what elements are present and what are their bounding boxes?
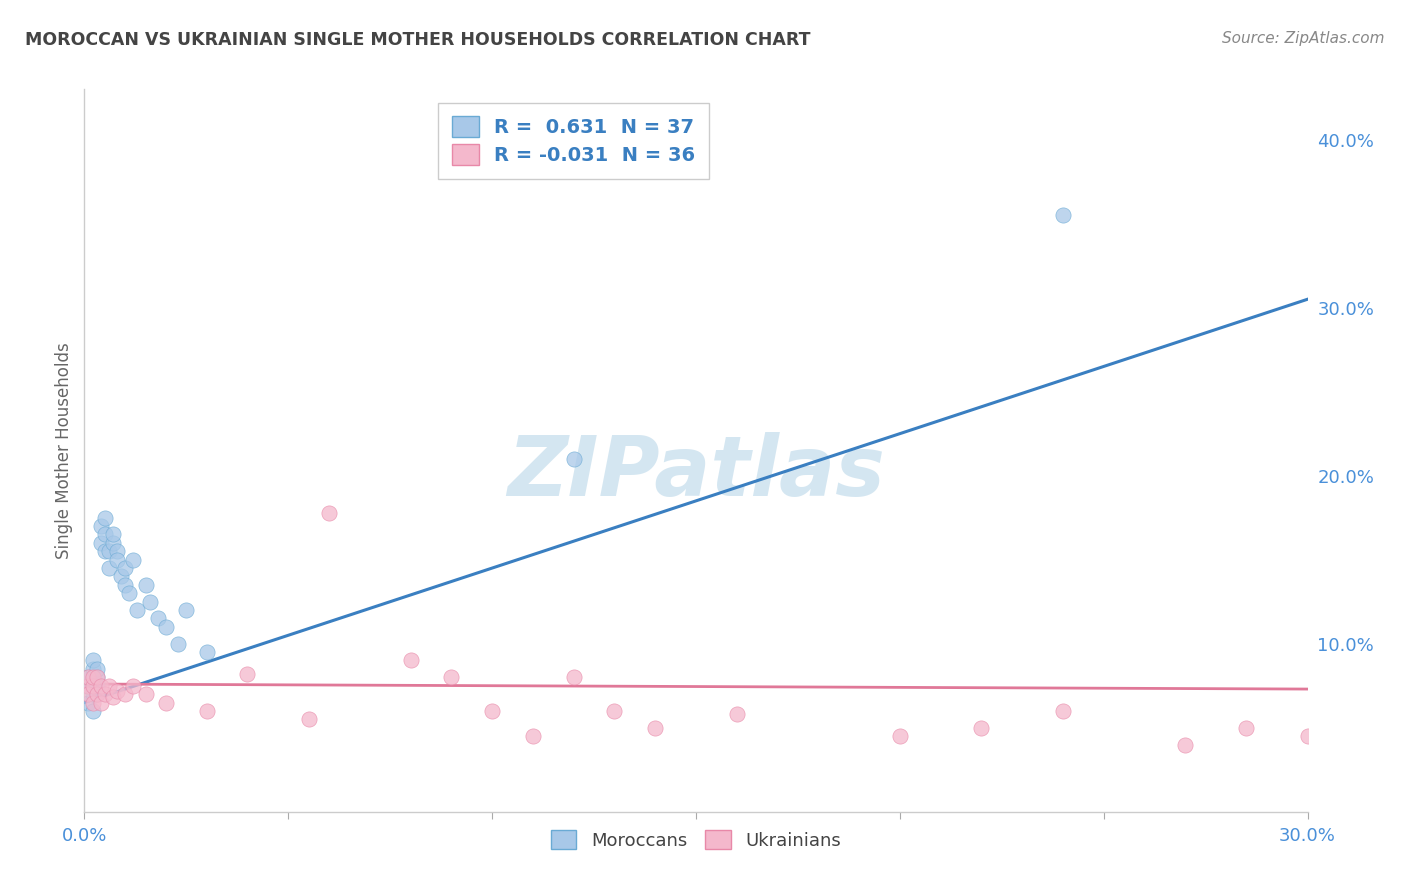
Point <box>82 687 104 701</box>
Point <box>114 561 136 575</box>
Point <box>82 662 104 676</box>
Point <box>86 670 108 684</box>
Point <box>122 679 145 693</box>
Point <box>1296 729 1319 743</box>
Point <box>82 704 104 718</box>
Point <box>86 687 108 701</box>
Point <box>93 687 115 701</box>
Point <box>603 704 626 718</box>
Point <box>105 552 128 566</box>
Point <box>522 729 544 743</box>
Point <box>155 620 177 634</box>
Point <box>195 704 218 718</box>
Y-axis label: Single Mother Households: Single Mother Households <box>55 343 73 558</box>
Point <box>77 687 100 701</box>
Point <box>146 611 169 625</box>
Point <box>644 721 666 735</box>
Point <box>174 603 197 617</box>
Point <box>127 603 149 617</box>
Point <box>1052 704 1074 718</box>
Point <box>77 679 100 693</box>
Point <box>725 707 748 722</box>
Point <box>82 670 104 684</box>
Point <box>440 670 463 684</box>
Point <box>481 704 503 718</box>
Point <box>105 544 128 558</box>
Point <box>90 536 112 550</box>
Point <box>101 536 124 550</box>
Point <box>97 544 120 558</box>
Point <box>138 595 160 609</box>
Point <box>86 670 108 684</box>
Point <box>82 696 104 710</box>
Point <box>101 690 124 705</box>
Point <box>1236 721 1258 735</box>
Point <box>399 653 422 667</box>
Legend: Moroccans, Ukrainians: Moroccans, Ukrainians <box>544 822 848 857</box>
Point <box>1052 208 1074 222</box>
Point <box>318 506 340 520</box>
Point <box>105 683 128 698</box>
Point <box>114 687 136 701</box>
Point <box>90 519 112 533</box>
Point <box>155 696 177 710</box>
Point <box>122 552 145 566</box>
Point <box>82 679 104 693</box>
Point <box>77 670 100 684</box>
Point <box>93 510 115 524</box>
Point <box>97 561 120 575</box>
Point <box>110 569 132 583</box>
Point <box>77 670 100 684</box>
Point <box>82 653 104 667</box>
Point <box>562 451 585 466</box>
Point <box>562 670 585 684</box>
Text: Source: ZipAtlas.com: Source: ZipAtlas.com <box>1222 31 1385 46</box>
Point <box>90 696 112 710</box>
Point <box>97 679 120 693</box>
Point <box>86 679 108 693</box>
Text: ZIPatlas: ZIPatlas <box>508 432 884 513</box>
Point <box>970 721 993 735</box>
Point <box>114 578 136 592</box>
Point <box>77 679 100 693</box>
Point <box>135 578 157 592</box>
Point <box>298 712 321 726</box>
Point <box>86 662 108 676</box>
Point <box>77 696 100 710</box>
Point <box>90 679 112 693</box>
Point <box>93 544 115 558</box>
Point <box>1174 738 1197 752</box>
Point <box>167 637 190 651</box>
Point <box>118 586 141 600</box>
Point <box>889 729 911 743</box>
Point <box>135 687 157 701</box>
Point <box>236 667 259 681</box>
Point <box>93 527 115 541</box>
Point <box>86 687 108 701</box>
Point <box>101 527 124 541</box>
Point <box>195 645 218 659</box>
Text: MOROCCAN VS UKRAINIAN SINGLE MOTHER HOUSEHOLDS CORRELATION CHART: MOROCCAN VS UKRAINIAN SINGLE MOTHER HOUS… <box>25 31 811 49</box>
